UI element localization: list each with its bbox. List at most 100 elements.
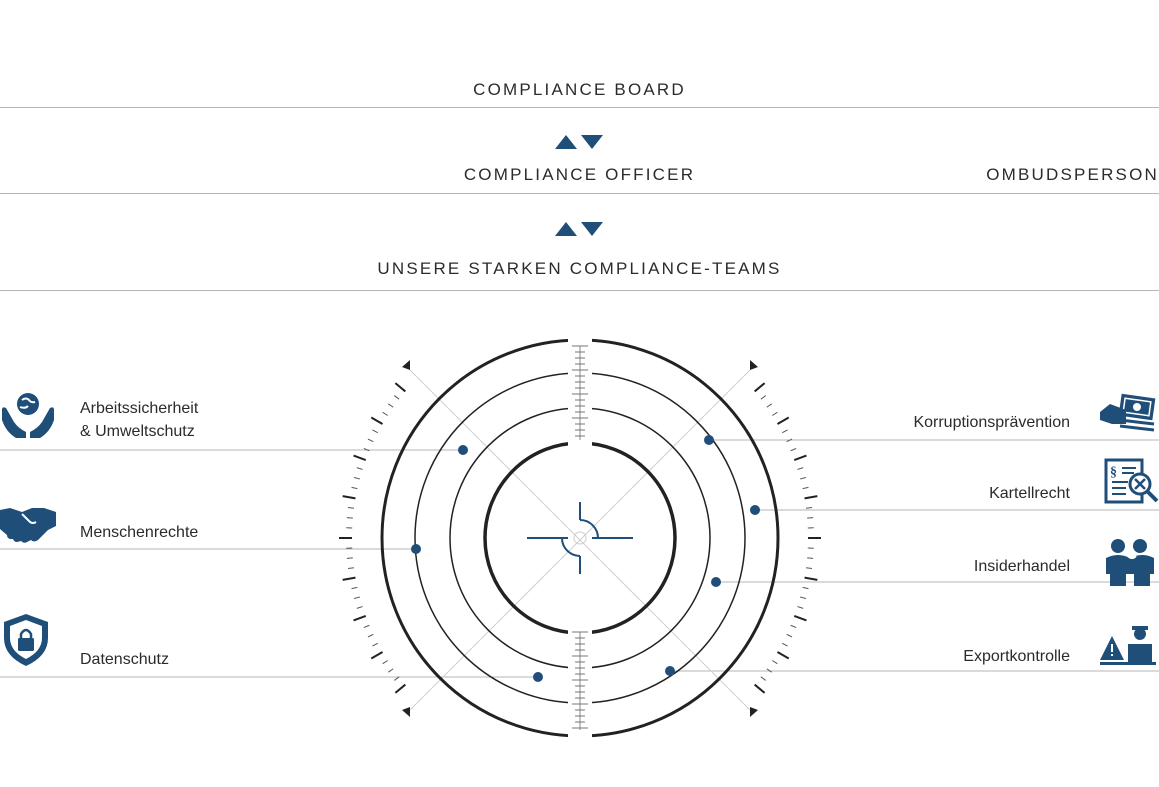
handshake-icon: [0, 494, 56, 550]
money-hand-icon: [1100, 386, 1156, 442]
corner-marker-icon: [750, 360, 758, 370]
scale-tick: [367, 633, 374, 638]
scale-tick: [356, 467, 363, 470]
area-insiderhandel: Insiderhandel: [973, 558, 1070, 575]
scale-tick: [394, 683, 406, 694]
guide-line: [409, 369, 751, 711]
scale-tick: [342, 495, 356, 500]
outer-scale: [339, 382, 821, 694]
scale-tick: [370, 416, 384, 425]
scale-tick: [394, 395, 400, 400]
scale-tick: [394, 676, 400, 681]
radar-point: [411, 544, 421, 554]
up-down-arrows-icon: [555, 220, 605, 238]
scale-tick: [807, 517, 814, 519]
scale-tick: [776, 651, 790, 660]
radar-point: [711, 577, 721, 587]
radar-point: [750, 505, 760, 515]
scale-tick: [351, 586, 358, 590]
scale-tick: [372, 642, 378, 647]
scale-tick: [367, 438, 374, 443]
radar-point: [704, 435, 714, 445]
hands-globe-icon: [0, 384, 56, 440]
scale-tick: [772, 660, 778, 665]
scale-tick: [342, 576, 356, 581]
scale-tick: [388, 403, 394, 408]
crosshair-center: [573, 531, 587, 545]
scale-tick: [388, 668, 394, 673]
scale-tick: [353, 454, 367, 461]
scale-tick: [786, 633, 793, 638]
scale-tick: [346, 557, 353, 559]
scale-tick: [793, 615, 807, 622]
scale-tick: [802, 586, 809, 590]
radar-point: [458, 445, 468, 455]
scale-tick: [782, 642, 788, 647]
up-down-arrows-icon: [555, 133, 605, 151]
level-compliance-board: COMPLIANCE BOARD: [473, 80, 686, 99]
scale-tick: [353, 596, 360, 600]
scale-tick: [346, 517, 353, 519]
area-datenschutz: Datenschutz: [80, 651, 169, 668]
scale-tick: [754, 683, 766, 694]
scale-tick: [372, 429, 378, 434]
scale-tick: [347, 567, 355, 570]
corner-marker-icon: [402, 707, 410, 717]
area-arbeitssicherheit: Arbeitssicherheit & Umweltschutz: [80, 400, 199, 440]
core-ring: [483, 441, 677, 635]
shield-lock-icon: [0, 612, 56, 668]
scale-tick: [800, 476, 807, 480]
scale-tick: [804, 576, 818, 581]
scale-tick: [800, 596, 807, 600]
level-compliance-teams: UNSERE STARKEN COMPLIANCE-TEAMS: [377, 259, 782, 278]
scale-tick: [805, 567, 813, 570]
scale-tick: [347, 506, 355, 509]
level-ombudsperson: OMBUDSPERSON: [986, 165, 1159, 184]
warning-customs-icon: [1100, 622, 1156, 678]
scale-tick: [356, 606, 363, 609]
scale-tick: [782, 429, 788, 434]
scale-tick: [802, 486, 809, 490]
scale-tick: [382, 411, 388, 416]
scale-tick: [772, 411, 778, 416]
scale-tick: [353, 476, 360, 480]
scale-tick: [790, 447, 797, 452]
scale-tick: [793, 454, 807, 461]
area-korruptionspraevention: Korruptionsprävention: [913, 414, 1070, 431]
separator-line: [0, 193, 1159, 194]
svg-text:§: §: [1110, 465, 1117, 480]
scale-tick: [363, 624, 370, 629]
separator-line: [0, 107, 1159, 108]
area-kartellrecht: Kartellrecht: [989, 485, 1070, 502]
separator-line: [0, 290, 1159, 291]
scale-tick: [797, 606, 804, 609]
corner-marker-icon: [402, 360, 410, 370]
corner-marker-icon: [750, 707, 758, 717]
radar-point: [533, 672, 543, 682]
scale-tick: [766, 668, 772, 673]
scale-tick: [790, 624, 797, 629]
people-icon: [1104, 534, 1159, 590]
scale-tick: [754, 382, 766, 393]
scale-tick: [786, 438, 793, 443]
vertical-scale: [572, 345, 588, 730]
scale-tick: [797, 467, 804, 470]
crosshair-icon: [527, 502, 633, 574]
radar-point: [665, 666, 675, 676]
scale-tick: [363, 447, 370, 452]
scale-tick: [807, 557, 814, 559]
document-magnifier-icon: §: [1104, 456, 1159, 512]
area-exportkontrolle: Exportkontrolle: [963, 648, 1070, 665]
scale-tick: [394, 382, 406, 393]
scale-tick: [776, 416, 790, 425]
scale-tick: [370, 651, 384, 660]
scale-tick: [353, 615, 367, 622]
scale-tick: [351, 486, 358, 490]
level-compliance-officer: COMPLIANCE OFFICER: [463, 165, 696, 184]
scale-tick: [760, 395, 766, 400]
scale-tick: [805, 506, 813, 509]
area-menschenrechte: Menschenrechte: [80, 524, 199, 541]
scale-tick: [760, 676, 766, 681]
scale-tick: [804, 495, 818, 500]
